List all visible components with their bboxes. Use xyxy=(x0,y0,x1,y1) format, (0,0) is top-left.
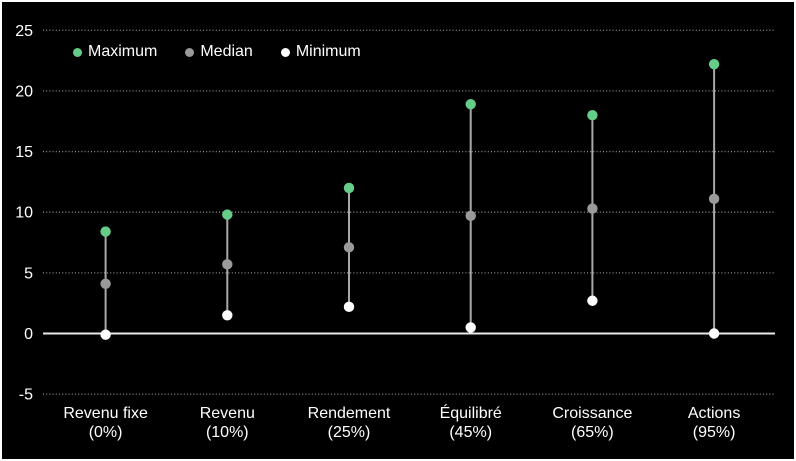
legend-label-minimum: Minimum xyxy=(295,43,361,60)
median-point xyxy=(222,259,233,270)
y-axis-tick-label: 0 xyxy=(24,326,33,343)
y-axis-tick-label: -5 xyxy=(19,387,33,404)
maximum-point xyxy=(100,226,111,237)
legend-item-maximum: Maximum xyxy=(73,43,157,61)
category-allocation-label: (0%) xyxy=(89,424,123,441)
legend-label-median: Median xyxy=(200,43,253,60)
y-axis-tick-label: 25 xyxy=(15,23,33,40)
minimum-point xyxy=(100,329,111,340)
legend-item-median: Median xyxy=(185,43,253,61)
y-axis-tick-label: 5 xyxy=(24,265,33,282)
category-label: Équilibré xyxy=(440,403,502,422)
category-label: Revenu xyxy=(200,405,255,422)
maximum-point xyxy=(708,59,720,70)
legend-label-maximum: Maximum xyxy=(88,43,158,60)
minimum-point xyxy=(465,322,476,333)
category-allocation-label: (65%) xyxy=(571,424,614,441)
category-label: Croissance xyxy=(552,405,632,422)
median-point xyxy=(465,210,476,222)
category-label: Rendement xyxy=(308,405,391,422)
minimum-point xyxy=(708,328,720,339)
category-allocation-label: (95%) xyxy=(693,424,736,441)
median-point xyxy=(343,242,355,253)
minimum-point xyxy=(343,301,355,313)
minimum-point xyxy=(587,295,598,306)
legend-item-minimum: Minimum xyxy=(280,43,361,61)
median-legend-dot-icon xyxy=(185,47,195,57)
maximum-point xyxy=(343,182,355,194)
y-axis-tick-label: 20 xyxy=(15,83,33,100)
category-allocation-label: (25%) xyxy=(328,424,371,441)
y-axis-tick-label: 15 xyxy=(15,144,33,161)
chart-legend: Maximum Median Minimum xyxy=(73,43,361,61)
category-allocation-label: (10%) xyxy=(206,424,249,441)
median-point xyxy=(100,278,111,289)
maximum-point xyxy=(465,99,476,110)
maximum-legend-dot-icon xyxy=(73,47,82,57)
category-label: Revenu fixe xyxy=(63,405,148,422)
median-point xyxy=(587,203,598,214)
minimum-point xyxy=(222,310,233,321)
y-axis-tick-label: 10 xyxy=(15,205,33,222)
maximum-point xyxy=(587,109,598,121)
category-allocation-label: (45%) xyxy=(449,424,492,441)
category-label: Actions xyxy=(688,405,740,422)
minimum-legend-dot-icon xyxy=(280,47,290,57)
maximum-point xyxy=(222,209,233,220)
median-point xyxy=(708,193,720,205)
